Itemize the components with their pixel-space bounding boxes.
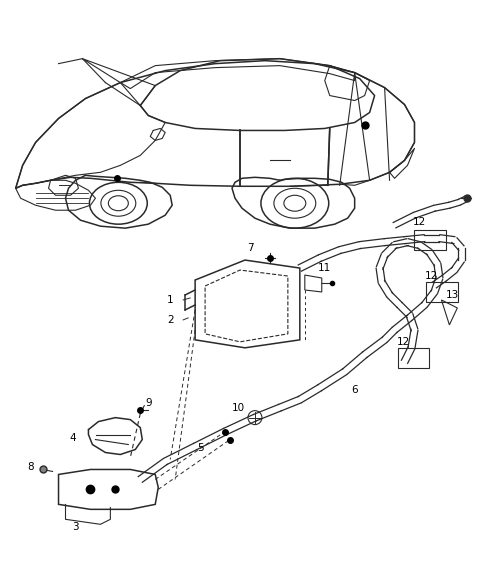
Text: 5: 5 [197,443,204,452]
Text: 13: 13 [446,290,459,300]
Text: 6: 6 [351,385,358,395]
Text: 12: 12 [397,337,410,347]
Text: 8: 8 [27,463,34,472]
Text: 9: 9 [145,398,152,407]
Text: 10: 10 [231,403,245,413]
Text: 3: 3 [72,522,79,532]
Text: 7: 7 [247,243,253,253]
Text: 4: 4 [69,432,76,443]
Text: 12: 12 [413,217,426,227]
Text: 12: 12 [425,271,438,281]
Text: 2: 2 [167,315,173,325]
Text: 11: 11 [318,263,331,273]
Text: 1: 1 [167,295,173,305]
